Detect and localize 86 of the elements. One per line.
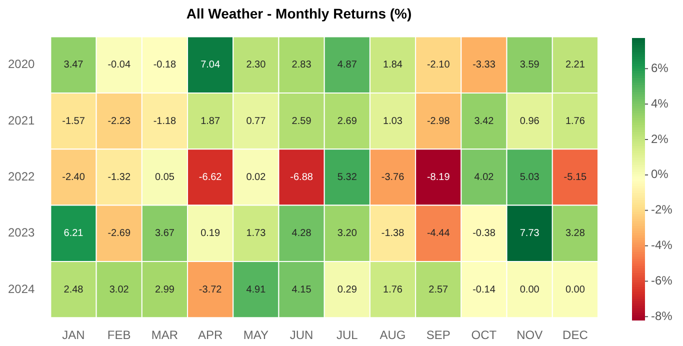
data-label: 5.03 bbox=[520, 172, 540, 183]
data-label: 2.57 bbox=[428, 284, 449, 296]
data-label: 0.96 bbox=[520, 116, 540, 127]
data-label: 2.69 bbox=[337, 116, 358, 127]
data-label: 3.02 bbox=[109, 284, 130, 296]
data-label: 1.76 bbox=[565, 116, 586, 127]
x-tick-label: DEC bbox=[562, 328, 588, 342]
color-bar-label: -2% bbox=[651, 202, 673, 217]
data-label: 4.15 bbox=[292, 284, 312, 296]
x-tick-label: FEB bbox=[107, 328, 131, 342]
color-bar-label: 4% bbox=[651, 96, 669, 110]
data-label: 1.76 bbox=[383, 284, 403, 296]
data-label: -0.04 bbox=[108, 60, 131, 71]
data-label: 2.99 bbox=[154, 284, 175, 296]
data-label: -1.38 bbox=[381, 228, 405, 240]
x-tick-label: APR bbox=[198, 328, 223, 342]
data-label: 7.04 bbox=[200, 60, 220, 71]
y-tick-label: 2023 bbox=[8, 226, 36, 240]
color-bar-label: -4% bbox=[651, 238, 673, 252]
data-label: 0.29 bbox=[337, 284, 358, 296]
data-label: 4.87 bbox=[337, 60, 358, 71]
color-bar-label: -6% bbox=[651, 274, 673, 288]
data-label: 1.84 bbox=[383, 60, 403, 71]
color-bar-label: 0% bbox=[651, 167, 669, 182]
data-label: -2.69 bbox=[108, 228, 131, 240]
data-label: -3.72 bbox=[198, 284, 222, 296]
y-tick-label: 2021 bbox=[8, 113, 36, 128]
color-bar-label: 2% bbox=[651, 132, 669, 146]
data-label: -0.38 bbox=[472, 228, 496, 240]
data-label: 3.59 bbox=[520, 60, 540, 71]
x-tick-label: AUG bbox=[380, 328, 406, 342]
x-tick-label: NOV bbox=[516, 328, 543, 342]
y-tick-label: 2022 bbox=[8, 170, 36, 184]
data-label: 0.05 bbox=[154, 172, 175, 183]
x-tick-label: JAN bbox=[62, 328, 85, 342]
data-label: -2.98 bbox=[426, 116, 450, 127]
data-label: -0.18 bbox=[153, 60, 177, 71]
x-tick-label: JUN bbox=[290, 328, 314, 342]
x-tick-label: MAY bbox=[243, 328, 268, 342]
data-label: 3.47 bbox=[64, 60, 84, 71]
data-label: -4.44 bbox=[426, 228, 450, 240]
data-label: -1.18 bbox=[153, 116, 177, 127]
color-bar-label: -8% bbox=[651, 308, 673, 323]
data-label: 3.67 bbox=[154, 228, 175, 240]
data-label: 1.87 bbox=[200, 116, 220, 127]
data-label: 3.20 bbox=[337, 228, 358, 240]
data-label: 4.02 bbox=[474, 172, 494, 183]
data-label: -6.88 bbox=[290, 172, 314, 183]
data-label: 4.91 bbox=[246, 284, 266, 296]
data-label: -2.10 bbox=[426, 60, 450, 71]
y-tick-label: 2020 bbox=[8, 57, 36, 72]
data-label: 2.59 bbox=[292, 116, 312, 127]
x-tick-label: JUL bbox=[336, 328, 358, 342]
x-tick-label: MAR bbox=[151, 328, 178, 342]
chart-title: All Weather - Monthly Returns (%) bbox=[186, 5, 412, 22]
data-label: -6.62 bbox=[198, 172, 222, 183]
data-label: 4.28 bbox=[292, 228, 312, 240]
y-tick-label: 2024 bbox=[8, 282, 36, 296]
data-label: -8.19 bbox=[426, 172, 450, 183]
data-label: 0.00 bbox=[565, 284, 586, 296]
data-label: 3.42 bbox=[474, 116, 494, 127]
color-bar-label: 6% bbox=[651, 60, 669, 75]
data-label: 0.02 bbox=[246, 172, 266, 183]
data-label: 2.21 bbox=[565, 60, 586, 71]
data-label: 1.73 bbox=[246, 228, 266, 240]
data-label: -2.40 bbox=[62, 172, 86, 183]
data-label: -1.57 bbox=[62, 116, 86, 127]
data-label: 0.77 bbox=[246, 116, 266, 127]
data-label: 0.00 bbox=[520, 284, 540, 296]
data-label: 2.83 bbox=[292, 60, 312, 71]
x-tick-label: OCT bbox=[471, 328, 498, 342]
data-label: -2.23 bbox=[108, 116, 131, 127]
data-label: 3.28 bbox=[565, 228, 586, 240]
data-label: 5.32 bbox=[337, 172, 358, 183]
data-label: 7.73 bbox=[520, 228, 540, 240]
data-label: -1.32 bbox=[108, 172, 131, 183]
data-label: 0.19 bbox=[200, 228, 220, 240]
x-tick-label: SEP bbox=[426, 328, 450, 342]
data-label: 6.21 bbox=[64, 228, 84, 240]
data-label: -0.14 bbox=[472, 284, 496, 296]
data-label: -3.33 bbox=[472, 60, 496, 71]
data-label: 1.03 bbox=[383, 116, 403, 127]
data-label: 2.30 bbox=[246, 60, 266, 71]
data-label: -3.76 bbox=[381, 172, 405, 183]
data-label: 2.48 bbox=[64, 284, 84, 296]
data-label: -5.15 bbox=[564, 172, 588, 183]
